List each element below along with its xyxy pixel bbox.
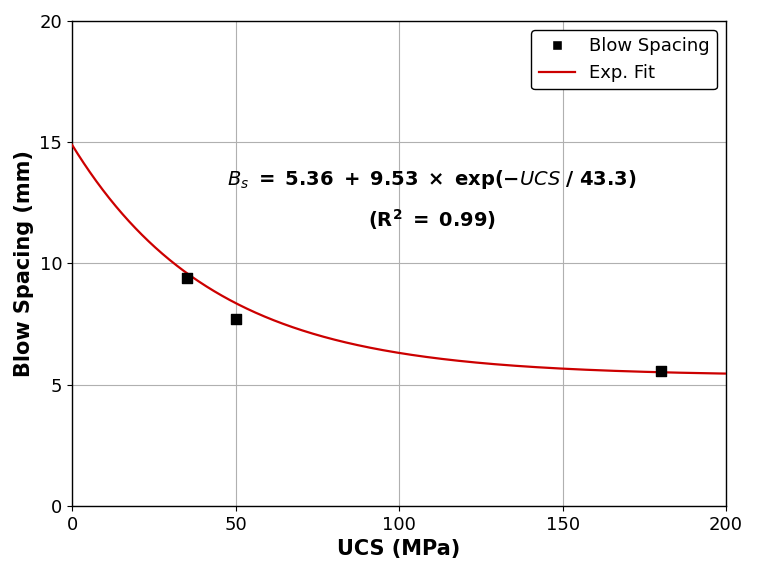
Point	[655, 367, 667, 376]
X-axis label: UCS (MPa): UCS (MPa)	[338, 539, 461, 559]
Text: $\mathbf{\it{B}}_\mathbf{\it{s}}\mathbf{\ =\ 5.36\ +\ 9.53\ \times\ exp(-}$$\mat: $\mathbf{\it{B}}_\mathbf{\it{s}}\mathbf{…	[227, 168, 637, 232]
Point	[229, 315, 241, 324]
Point	[180, 273, 192, 282]
Legend: Blow Spacing, Exp. Fit: Blow Spacing, Exp. Fit	[531, 30, 717, 89]
Y-axis label: Blow Spacing (mm): Blow Spacing (mm)	[14, 150, 34, 377]
